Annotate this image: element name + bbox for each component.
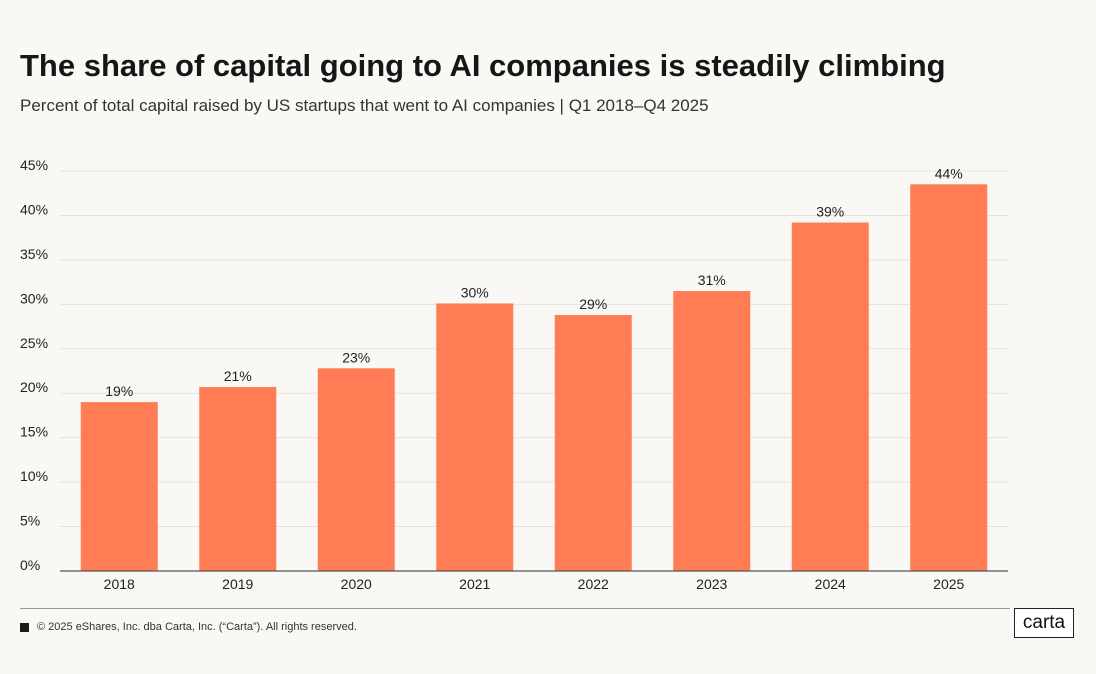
x-tick-label: 2023	[696, 576, 727, 592]
data-label: 30%	[461, 284, 489, 300]
bar	[673, 291, 751, 571]
y-tick-label: 5%	[20, 513, 40, 529]
data-label: 39%	[816, 204, 844, 220]
x-tick-label: 2020	[341, 576, 372, 592]
data-label: 31%	[698, 272, 726, 288]
data-label: 29%	[579, 296, 607, 312]
data-label: 19%	[105, 383, 133, 399]
y-tick-label: 35%	[20, 246, 48, 262]
chart-title: The share of capital going to AI compani…	[20, 48, 946, 83]
y-tick-label: 20%	[20, 379, 48, 395]
footer-divider	[20, 608, 1010, 609]
copyright-text: © 2025 eShares, Inc. dba Carta, Inc. (“C…	[37, 621, 357, 633]
y-tick-label: 30%	[20, 290, 48, 306]
bar	[80, 402, 158, 571]
x-tick-label: 2018	[104, 576, 135, 592]
carta-logo: carta	[1014, 608, 1074, 638]
bar	[791, 222, 869, 572]
y-tick-label: 15%	[20, 424, 48, 440]
footer-square-icon	[20, 623, 29, 632]
x-tick-label: 2019	[222, 576, 253, 592]
logo-text: carta	[1022, 612, 1066, 633]
data-label: 44%	[935, 165, 963, 181]
x-tick-label: 2022	[578, 576, 609, 592]
data-label: 21%	[224, 368, 252, 384]
bar	[317, 368, 395, 571]
y-tick-label: 25%	[20, 335, 48, 351]
y-tick-label: 0%	[20, 557, 40, 573]
x-tick-label: 2025	[933, 576, 964, 592]
y-tick-label: 45%	[20, 157, 48, 173]
bar	[910, 184, 988, 572]
bar	[554, 315, 632, 571]
bar	[436, 303, 514, 571]
chart-subtitle: Percent of total capital raised by US st…	[20, 96, 709, 115]
x-tick-label: 2024	[815, 576, 846, 592]
data-label: 23%	[342, 349, 370, 365]
bar	[199, 387, 277, 571]
y-tick-label: 10%	[20, 468, 48, 484]
y-tick-label: 40%	[20, 201, 48, 217]
x-tick-label: 2021	[459, 576, 490, 592]
